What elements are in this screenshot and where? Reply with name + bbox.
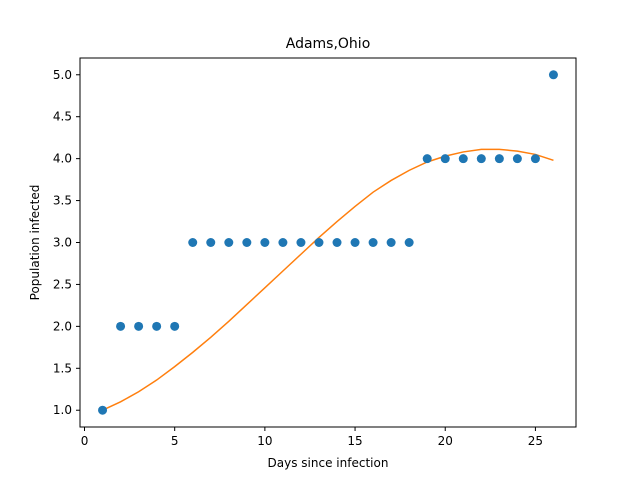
- data-point: [206, 238, 216, 247]
- y-tick-label: 5.0: [53, 68, 72, 82]
- data-point: [224, 238, 234, 247]
- y-tick-label: 3.5: [53, 194, 72, 208]
- data-point: [548, 70, 558, 80]
- data-point: [260, 238, 270, 247]
- x-tick-label: 0: [81, 434, 89, 448]
- x-tick-label: 25: [528, 434, 543, 448]
- data-point: [494, 154, 504, 164]
- data-point: [512, 154, 522, 164]
- y-axis: 1.0 1.5 2.0 2.5 3.0 3.5 4.0 4.5 5.0: [53, 68, 80, 417]
- data-point: [188, 238, 198, 247]
- data-point: [152, 321, 162, 331]
- x-tick-label: 20: [438, 434, 453, 448]
- data-point: [440, 154, 450, 164]
- y-tick-label: 4.0: [53, 152, 72, 166]
- x-axis-label: Days since infection: [268, 456, 389, 470]
- data-point: [530, 154, 540, 164]
- y-axis-label: Population infected: [28, 185, 42, 301]
- y-tick-label: 2.0: [53, 319, 72, 333]
- data-point: [404, 238, 414, 247]
- data-point: [458, 154, 468, 164]
- x-axis: 0 5 10 15 20 25: [81, 427, 543, 448]
- data-point: [170, 321, 180, 331]
- data-point: [296, 238, 306, 247]
- x-tick-label: 15: [347, 434, 362, 448]
- data-point: [386, 238, 396, 247]
- data-point: [314, 238, 324, 247]
- chart-title: Adams,Ohio: [286, 36, 371, 52]
- y-tick-label: 3.0: [53, 236, 72, 250]
- x-tick-label: 10: [257, 434, 272, 448]
- y-tick-label: 4.5: [53, 110, 72, 124]
- fit-line: [102, 148, 554, 411]
- y-tick-label: 1.0: [53, 403, 72, 417]
- plot-area: [98, 70, 558, 415]
- data-point: [350, 238, 360, 247]
- data-point: [422, 154, 432, 164]
- data-point: [116, 321, 126, 331]
- data-point: [278, 238, 288, 247]
- data-point: [332, 238, 342, 247]
- y-tick-label: 1.5: [53, 361, 72, 375]
- y-tick-label: 2.5: [53, 277, 72, 291]
- data-point: [134, 321, 144, 331]
- data-point: [242, 238, 252, 247]
- x-tick-label: 5: [171, 434, 179, 448]
- data-point: [476, 154, 486, 164]
- data-point: [368, 238, 378, 247]
- data-point: [98, 405, 108, 415]
